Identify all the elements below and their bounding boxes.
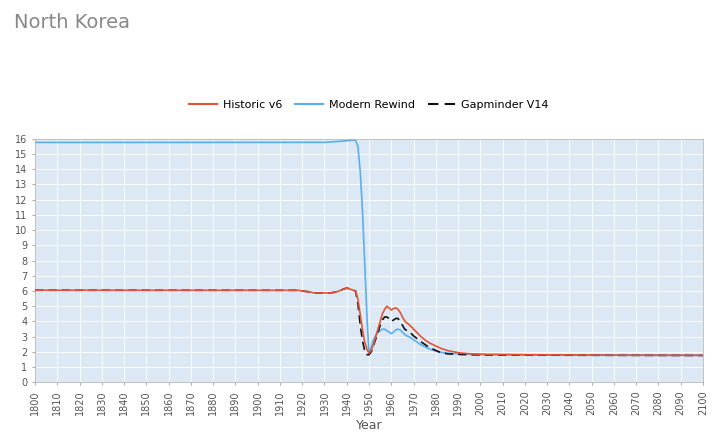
Legend: Historic v6, Modern Rewind, Gapminder V14: Historic v6, Modern Rewind, Gapminder V1… bbox=[185, 95, 553, 114]
Text: North Korea: North Korea bbox=[14, 13, 130, 33]
X-axis label: Year: Year bbox=[356, 419, 382, 432]
